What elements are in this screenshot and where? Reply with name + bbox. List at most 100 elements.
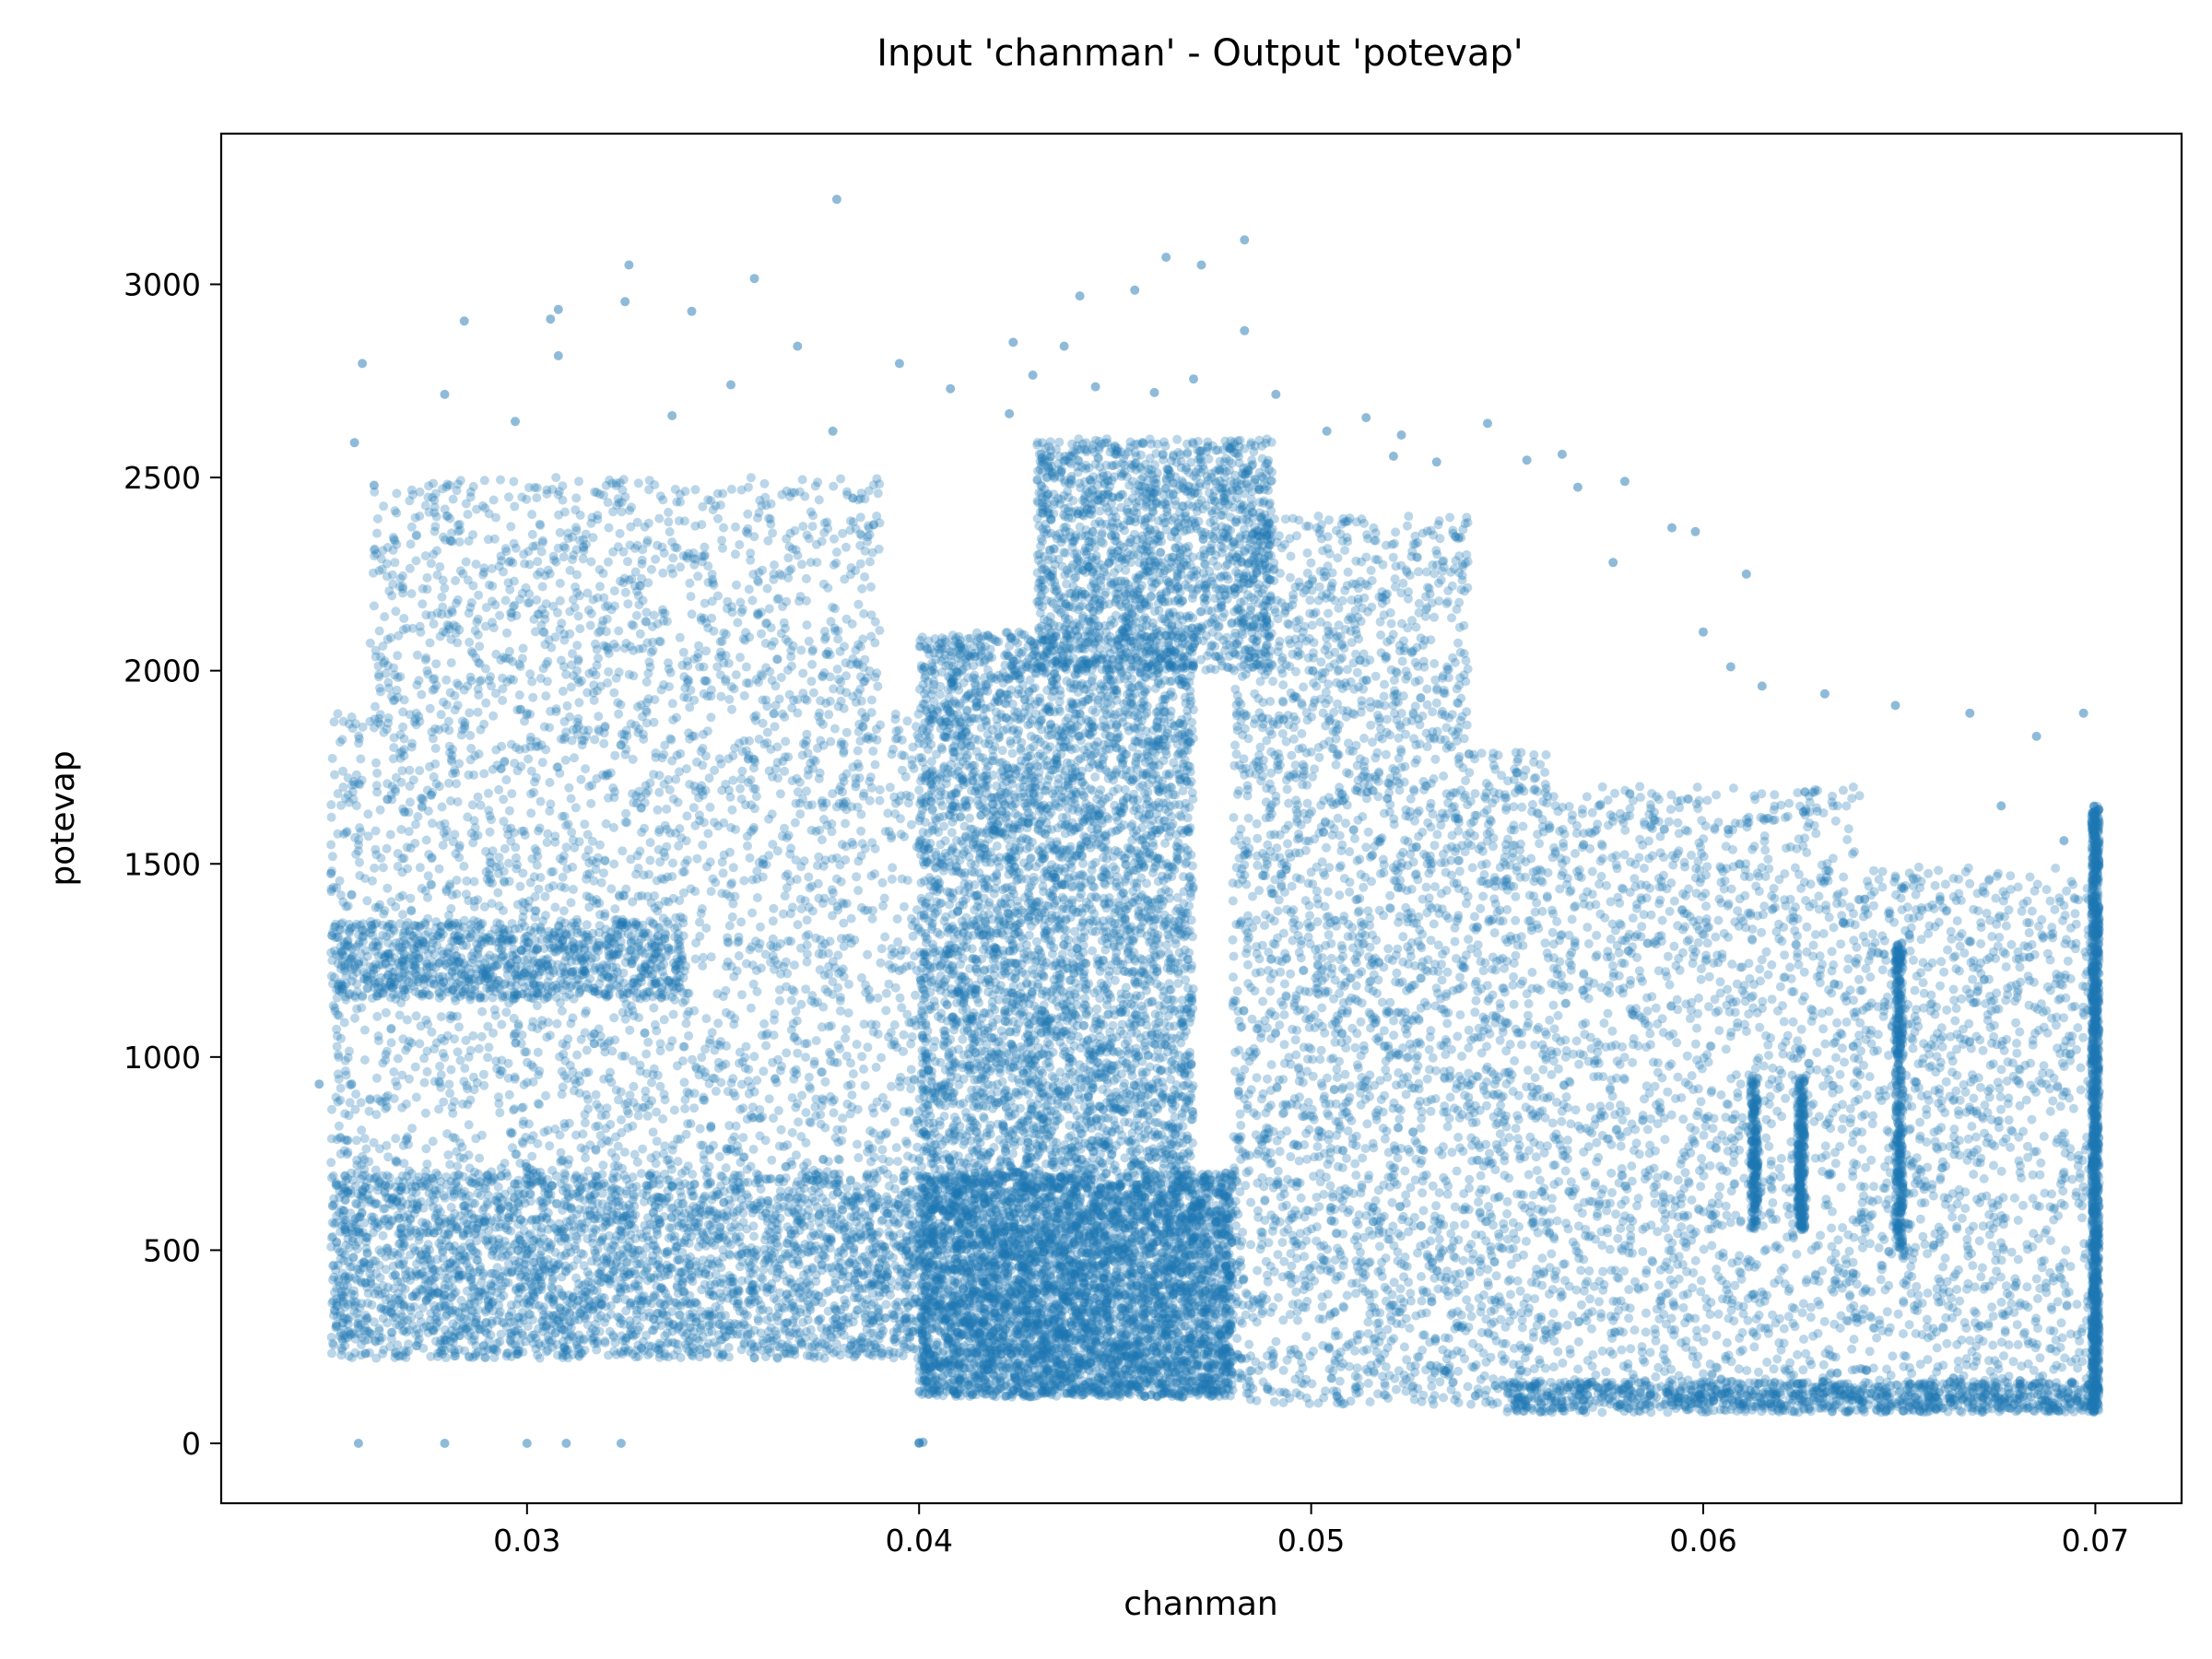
- scatter-point: [374, 1245, 384, 1255]
- scatter-point: [868, 747, 878, 756]
- scatter-point: [652, 1026, 662, 1036]
- scatter-point: [563, 819, 573, 830]
- scatter-point: [748, 1145, 759, 1154]
- scatter-point: [496, 1163, 506, 1173]
- scatter-point: [407, 1124, 418, 1134]
- scatter-point: [689, 1344, 699, 1353]
- scatter-point: [659, 847, 669, 857]
- scatter-point: [400, 807, 410, 818]
- scatter-point: [406, 906, 417, 916]
- scatter-point: [723, 1238, 733, 1248]
- scatter-point: [770, 1015, 779, 1025]
- scatter-point: [453, 1047, 463, 1057]
- scatter-point: [709, 1337, 719, 1347]
- scatter-point: [524, 754, 534, 764]
- scatter-point: [580, 1195, 590, 1206]
- scatter-point: [367, 1300, 377, 1310]
- scatter-point: [838, 1312, 848, 1322]
- scatter-point: [853, 1305, 863, 1315]
- scatter-point: [629, 1281, 640, 1291]
- scatter-point: [654, 1352, 665, 1362]
- scatter-point: [565, 1060, 575, 1070]
- scatter-point: [626, 1325, 636, 1335]
- scatter-point: [841, 727, 852, 737]
- scatter-point: [529, 1257, 539, 1267]
- scatter-point: [428, 1275, 438, 1285]
- scatter-point: [816, 935, 826, 945]
- scatter-point: [448, 769, 458, 779]
- scatter-point: [640, 1196, 649, 1206]
- scatter-point: [430, 1213, 441, 1223]
- scatter-point: [710, 1241, 720, 1251]
- scatter-point: [721, 1176, 731, 1186]
- scatter-point: [680, 1095, 690, 1105]
- scatter-point: [371, 1165, 381, 1175]
- scatter-point: [343, 1333, 353, 1343]
- scatter-point: [844, 1344, 854, 1354]
- scatter-point: [506, 739, 516, 749]
- scatter-point: [787, 1253, 796, 1264]
- scatter-point: [842, 1182, 853, 1193]
- scatter-point: [613, 1215, 622, 1225]
- scatter-point: [793, 1048, 803, 1058]
- scatter-point: [761, 1208, 771, 1218]
- scatter-point: [824, 1175, 834, 1185]
- scatter-point: [676, 1187, 686, 1196]
- scatter-point: [399, 1346, 409, 1356]
- scatter-point: [474, 1291, 484, 1301]
- scatter-point: [519, 1298, 529, 1308]
- scatter-point: [511, 1326, 521, 1336]
- scatter-point: [739, 1152, 749, 1162]
- scatter-point: [735, 783, 745, 794]
- scatter-point: [440, 1280, 450, 1290]
- scatter-point: [583, 1067, 594, 1077]
- scatter-point: [779, 1177, 789, 1187]
- scatter-point: [550, 1265, 560, 1274]
- scatter-point: [515, 1235, 525, 1245]
- scatter-point: [343, 1234, 353, 1244]
- scatter-point: [728, 1277, 738, 1287]
- scatter-point: [656, 1193, 665, 1203]
- scatter-point: [747, 908, 758, 918]
- scatter-point: [592, 1210, 602, 1220]
- scatter-point: [527, 853, 537, 864]
- scatter-point: [826, 1232, 836, 1242]
- scatter-point: [370, 863, 380, 873]
- scatter-point: [613, 1312, 623, 1322]
- scatter-point: [780, 712, 790, 722]
- scatter-point: [853, 1139, 862, 1149]
- scatter-point: [402, 1273, 412, 1283]
- scatter-point: [682, 811, 692, 821]
- scatter-point: [769, 709, 779, 719]
- scatter-point: [775, 789, 785, 799]
- scatter-point: [705, 1318, 715, 1328]
- scatter-point: [641, 1231, 652, 1241]
- scatter-point: [693, 1222, 703, 1231]
- scatter-point: [671, 912, 681, 923]
- scatter-point: [670, 1246, 680, 1256]
- scatter-point: [559, 883, 570, 893]
- scatter-point: [725, 1251, 735, 1260]
- scatter-point: [512, 1179, 523, 1189]
- scatter-point: [335, 1011, 344, 1020]
- scatter-point: [747, 1208, 758, 1218]
- scatter-point: [706, 712, 716, 723]
- scatter-point: [559, 1200, 570, 1210]
- scatter-point: [604, 1350, 613, 1360]
- scatter-point: [780, 891, 790, 901]
- scatter-point: [557, 1288, 567, 1299]
- scatter-point: [535, 823, 545, 833]
- scatter-point: [337, 1318, 347, 1328]
- scatter-point: [609, 859, 619, 869]
- scatter-point: [402, 842, 412, 853]
- scatter-point: [703, 829, 713, 839]
- scatter-point: [738, 1133, 748, 1143]
- scatter-point: [752, 1076, 762, 1086]
- scatter-point: [831, 1347, 841, 1357]
- scatter-point: [378, 1171, 388, 1181]
- scatter-point: [484, 1241, 493, 1251]
- scatter-point: [581, 1153, 591, 1163]
- scatter-point: [832, 1058, 842, 1067]
- scatter-point: [890, 709, 900, 719]
- scatter-point: [582, 1045, 592, 1055]
